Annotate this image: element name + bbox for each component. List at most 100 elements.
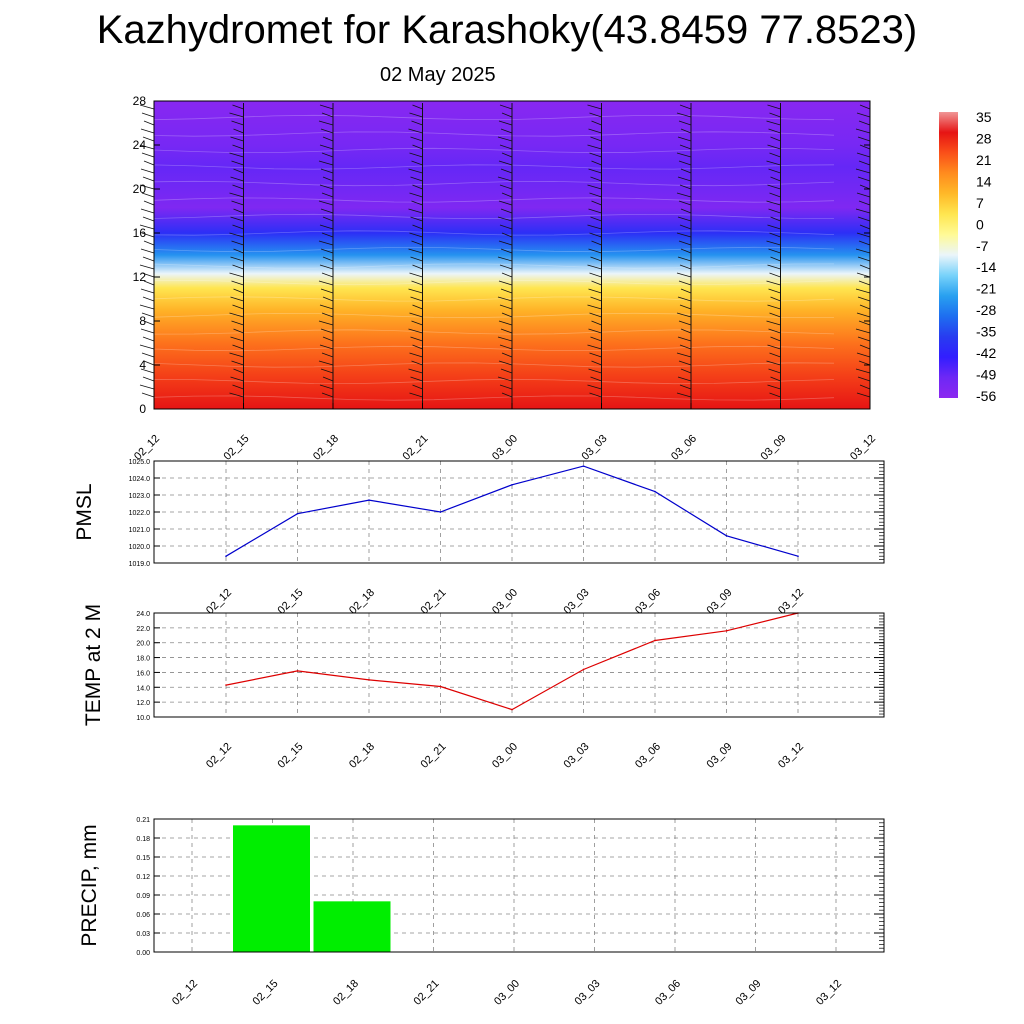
wind-barb (319, 184, 334, 190)
wind-barb (587, 184, 602, 190)
wind-barb (140, 168, 155, 174)
wind-barb (320, 368, 334, 374)
wind-barb (143, 200, 155, 206)
precip-panel: 0.00 0.03 0.06 0.09 0.12 0.15 0.18 0.21 02_12 02_… (78, 817, 885, 1008)
colorbar-label: -7 (976, 238, 989, 254)
wind-barb (140, 248, 155, 254)
colorbar-label: -28 (976, 302, 996, 318)
wind-barb (858, 280, 871, 286)
data-point (296, 512, 299, 515)
wind-barb (677, 136, 692, 142)
wind-barb (319, 264, 334, 270)
wind-barb (856, 232, 871, 238)
wind-barb (498, 320, 513, 326)
wind-barb (498, 200, 513, 206)
wind-barb (319, 304, 334, 310)
wind-barb (141, 352, 155, 358)
contour-line (153, 197, 835, 203)
wind-barb (501, 192, 513, 198)
data-point (511, 484, 513, 486)
wind-barb (590, 256, 602, 262)
data-point (725, 535, 728, 537)
wind-barb (677, 376, 692, 382)
wind-barb (678, 320, 692, 326)
x-tick-label: 02_12 (170, 978, 200, 1008)
wind-barb (233, 368, 244, 374)
contour-line (153, 329, 835, 335)
wind-barb (587, 384, 602, 390)
wind-barb (410, 216, 423, 222)
wind-barb (677, 336, 692, 342)
wind-barb (500, 368, 513, 374)
wind-barb (500, 248, 513, 254)
wind-barb (230, 256, 244, 262)
wind-barb (412, 384, 423, 390)
wind-barb (679, 104, 692, 110)
y-tick-label: 16.0 (136, 670, 150, 677)
wind-barb (139, 304, 155, 310)
wind-barb (140, 328, 155, 334)
x-tick-label: 02_15 (276, 587, 306, 617)
wind-barb (412, 144, 423, 150)
wind-barb (322, 256, 334, 262)
wind-barb (231, 280, 244, 286)
wind-barb (322, 376, 334, 382)
wind-barb (321, 232, 334, 238)
wind-barb (139, 184, 155, 190)
wind-barb (858, 360, 871, 366)
colorbar-label: 21 (976, 152, 992, 168)
y-tick-label: 14.0 (136, 685, 150, 692)
y-tick-label: 10.0 (136, 715, 150, 722)
y-tick-label: 0.12 (136, 874, 150, 881)
wind-barb (856, 392, 871, 398)
wind-barb (766, 240, 781, 246)
wind-barb (859, 104, 871, 110)
y-tick-label: 28 (133, 94, 147, 108)
wind-barb (409, 272, 423, 278)
y-tick-label: 1020.0 (129, 544, 151, 551)
wind-barb (857, 376, 871, 382)
wind-barb (769, 352, 781, 358)
wind-barb (319, 144, 334, 150)
wind-barb (679, 224, 692, 230)
wind-barb (322, 136, 334, 142)
data-point (582, 465, 585, 467)
wind-barb (679, 384, 692, 390)
data-point (797, 555, 799, 557)
wind-barb (590, 176, 602, 182)
data-point (368, 679, 370, 681)
contour-line (153, 147, 835, 154)
wind-barb (411, 200, 423, 206)
x-tick-label: 02_21 (401, 433, 431, 463)
colorbar-label: 35 (976, 109, 992, 125)
wind-barb (859, 344, 871, 350)
wind-barb (143, 320, 155, 326)
x-tick-label: 03_12 (776, 587, 806, 617)
x-tick-label: 03_00 (490, 433, 520, 463)
wind-barb (769, 272, 781, 278)
wind-barb (318, 160, 334, 166)
x-tick-label: 02_18 (311, 433, 341, 463)
wind-barb (676, 392, 692, 398)
wind-barb (678, 280, 692, 286)
wind-barb (231, 200, 244, 206)
x-tick-label: 02_18 (331, 978, 361, 1008)
wind-barb (587, 264, 602, 270)
wind-barb (676, 312, 692, 318)
y-tick-label: 1025.0 (129, 459, 151, 466)
wind-barb (857, 336, 871, 342)
wind-barb (770, 136, 781, 142)
wind-barb (500, 288, 513, 294)
contour-line (153, 246, 835, 253)
wind-barb (501, 272, 513, 278)
wind-barb (590, 296, 602, 302)
contour-line (153, 345, 835, 352)
wind-barb (676, 352, 692, 358)
wind-barb (497, 176, 513, 182)
wind-barb (768, 128, 781, 134)
wind-barb (590, 376, 602, 382)
wind-barb (589, 312, 602, 318)
wind-barb (320, 328, 334, 334)
wind-barb (412, 224, 423, 230)
wind-barb (412, 264, 423, 270)
